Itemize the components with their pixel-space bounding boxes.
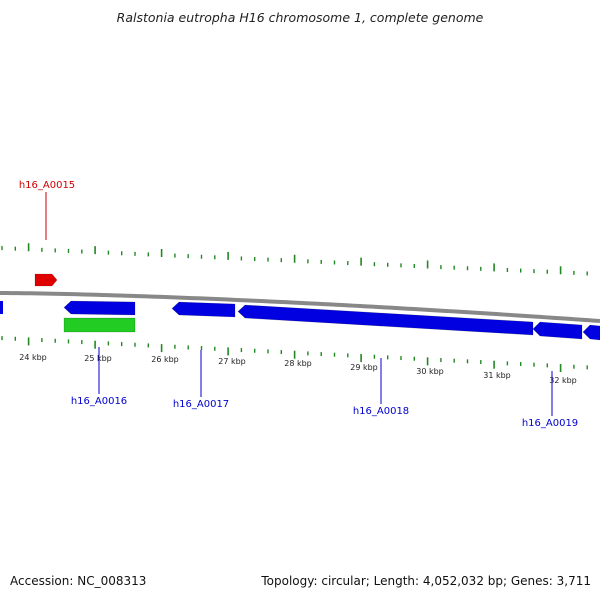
feature-track — [0, 273, 600, 341]
gene-label-h16_A0018[interactable]: h16_A0018 — [353, 406, 409, 417]
scale-label: 27 kbp — [218, 357, 246, 366]
gene-h16_A0017[interactable] — [171, 301, 236, 318]
gene-partial-right[interactable] — [582, 324, 600, 341]
scale-labels: 24 kbp 25 kbp 26 kbp 27 kbp 28 kbp 29 kbp 30 k… — [19, 353, 577, 385]
upper-tick-row — [1, 243, 588, 276]
rna-feature[interactable] — [63, 317, 136, 333]
map-title: Ralstonia eutropha H16 chromosome 1, com… — [116, 10, 484, 25]
gene-label-h16_A0017[interactable]: h16_A0017 — [173, 399, 229, 410]
scale-label: 25 kbp — [84, 354, 112, 363]
gene-label-h16_A0016[interactable]: h16_A0016 — [71, 396, 127, 407]
gene-h16_A0015[interactable] — [34, 273, 58, 287]
genome-summary-text: Topology: circular; Length: 4,052,032 bp… — [261, 574, 591, 588]
scale-label: 31 kbp — [483, 371, 511, 380]
chromosome-backbone — [0, 291, 600, 323]
lower-tick-row — [1, 336, 588, 373]
scale-label: 28 kbp — [284, 359, 312, 368]
gene-h16_A0018[interactable] — [237, 304, 534, 336]
gene-label-h16_A0019[interactable]: h16_A0019 — [522, 418, 578, 429]
gene-partial-left[interactable] — [0, 301, 3, 314]
scale-label: 30 kbp — [416, 367, 444, 376]
scale-label: 26 kbp — [151, 355, 179, 364]
scale-label: 29 kbp — [350, 363, 378, 372]
scale-label: 24 kbp — [19, 353, 47, 362]
scale-label: 32 kbp — [549, 376, 577, 385]
gene-label-h16_A0015[interactable]: h16_A0015 — [19, 180, 75, 191]
gene-h16_A0019[interactable] — [532, 321, 583, 340]
gene-h16_A0016[interactable] — [63, 300, 136, 316]
accession-text: Accession: NC_008313 — [10, 574, 147, 588]
gene-labels: h16_A0015 h16_A0016 h16_A0017 h16_A0018 h16_… — [19, 180, 578, 429]
